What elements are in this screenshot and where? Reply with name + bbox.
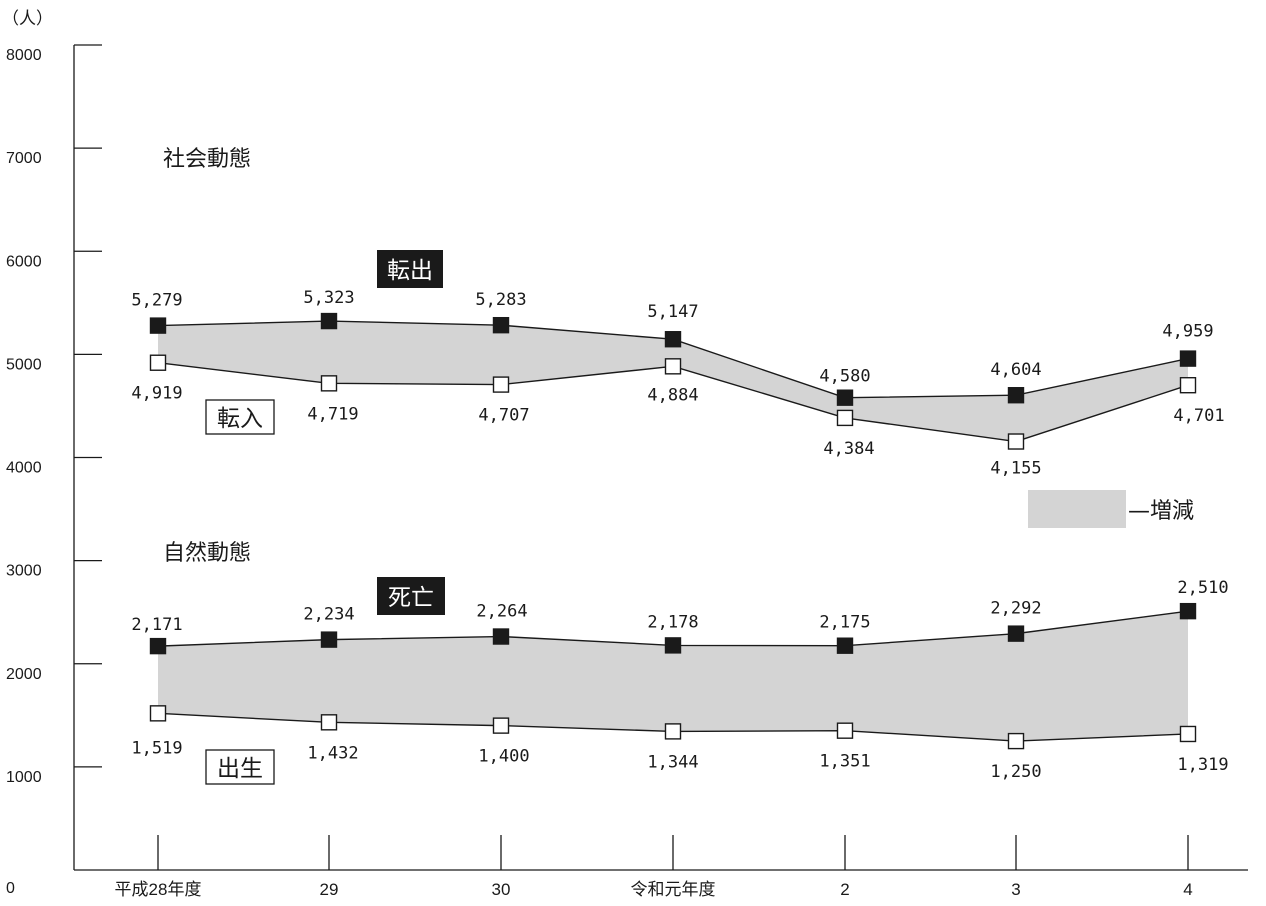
y-tick-label: 4000 — [6, 460, 42, 477]
filled-square-marker — [320, 312, 338, 330]
data-label: 5,283 — [475, 290, 526, 310]
filled-square-marker — [664, 331, 682, 348]
data-label: 4,959 — [1162, 322, 1213, 342]
group-title-social: 社会動態 — [163, 147, 251, 172]
filled-square-marker — [664, 637, 682, 654]
series-tag-shibo-text: 死亡 — [388, 585, 434, 611]
y-tick-label: 6000 — [6, 253, 42, 270]
data-label: 1,432 — [307, 743, 358, 763]
data-label: 1,519 — [131, 738, 182, 758]
open-square-marker — [1007, 732, 1025, 750]
x-tick-label: 2 — [840, 880, 849, 899]
data-label: 4,384 — [823, 439, 874, 459]
data-label: 1,250 — [990, 762, 1041, 782]
filled-square-marker — [149, 317, 167, 334]
series-tag-tennyu: 転入 — [205, 399, 275, 435]
x-tick-label: 令和元年度 — [631, 880, 716, 899]
x-tick-label: 4 — [1183, 880, 1192, 899]
y-tick-label: 5000 — [6, 356, 42, 373]
open-square-marker — [320, 714, 338, 731]
difference-area-group-0 — [158, 321, 1188, 442]
group-title-natural: 自然動態 — [163, 541, 251, 566]
data-label: 4,719 — [307, 404, 358, 424]
filled-square-marker — [836, 389, 854, 406]
open-square-marker — [320, 375, 338, 392]
y-tick-label: 3000 — [6, 563, 42, 580]
open-square-marker — [664, 358, 682, 375]
open-square-marker — [1007, 433, 1025, 450]
data-label: 4,604 — [990, 360, 1041, 380]
filled-square-marker — [492, 316, 510, 334]
data-label: 2,171 — [131, 615, 182, 635]
data-label: 2,234 — [303, 605, 354, 625]
open-square-marker — [492, 376, 510, 393]
data-label: 4,155 — [990, 459, 1041, 479]
y-tick-label: 7000 — [6, 150, 42, 167]
filled-square-marker — [1007, 625, 1025, 642]
filled-square-marker — [1179, 350, 1197, 367]
data-label: 4,701 — [1173, 406, 1224, 426]
open-square-marker — [149, 705, 167, 722]
data-label: 2,264 — [476, 602, 527, 622]
x-tick-label: 3 — [1011, 880, 1020, 899]
filled-square-marker — [149, 637, 167, 655]
legend-label: —増減 — [1128, 499, 1194, 524]
data-label: 1,344 — [647, 752, 698, 772]
open-square-marker — [664, 723, 682, 740]
data-label: 2,178 — [647, 612, 698, 632]
x-tick-label: 29 — [320, 880, 339, 899]
y-unit-label: （人） — [2, 9, 53, 29]
series-tag-tenshutsu: 転出 — [377, 250, 443, 288]
data-label: 1,319 — [1177, 755, 1228, 775]
data-label: 1,351 — [819, 752, 870, 772]
data-label: 2,510 — [1177, 578, 1228, 598]
legend: —増減 — [1028, 490, 1194, 528]
series-tag-tenshutsu-text: 転出 — [387, 258, 433, 284]
data-label: 5,279 — [131, 291, 182, 311]
data-label: 4,707 — [478, 406, 529, 426]
filled-square-marker — [492, 628, 510, 645]
legend-swatch — [1028, 490, 1126, 528]
filled-square-marker — [1007, 387, 1025, 404]
y-tick-label: 8000 — [6, 47, 42, 64]
open-square-marker — [492, 717, 510, 734]
data-label: 5,323 — [303, 288, 354, 308]
data-label: 4,580 — [819, 367, 870, 387]
x-tick-label: 30 — [492, 880, 511, 899]
series-tag-shibo: 死亡 — [377, 577, 445, 615]
data-label: 2,175 — [819, 613, 870, 633]
y-tick-label: 1000 — [6, 769, 42, 786]
x-tick-label: 平成28年度 — [115, 880, 202, 899]
data-label: 5,147 — [647, 302, 698, 322]
data-label: 1,400 — [478, 747, 529, 767]
filled-square-marker — [1179, 602, 1197, 620]
series-tag-shussei: 出生 — [205, 749, 275, 785]
series-tag-shussei-text: 出生 — [217, 756, 263, 782]
filled-square-marker — [320, 631, 338, 648]
y-tick-label: 2000 — [6, 666, 42, 683]
series-tag-tennyu-text: 転入 — [217, 406, 263, 432]
open-square-marker — [1179, 725, 1197, 743]
filled-square-marker — [836, 637, 854, 654]
open-square-marker — [836, 722, 854, 739]
open-square-marker — [149, 354, 167, 371]
data-label: 4,884 — [647, 385, 698, 405]
data-label: 2,292 — [990, 599, 1041, 619]
difference-area-group-1 — [158, 611, 1188, 742]
open-square-marker — [836, 409, 854, 427]
open-square-marker — [1179, 377, 1197, 394]
y-tick-label: 0 — [6, 880, 15, 897]
data-label: 4,919 — [131, 384, 182, 404]
